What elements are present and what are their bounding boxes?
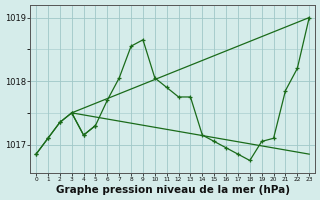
X-axis label: Graphe pression niveau de la mer (hPa): Graphe pression niveau de la mer (hPa) — [56, 185, 290, 195]
